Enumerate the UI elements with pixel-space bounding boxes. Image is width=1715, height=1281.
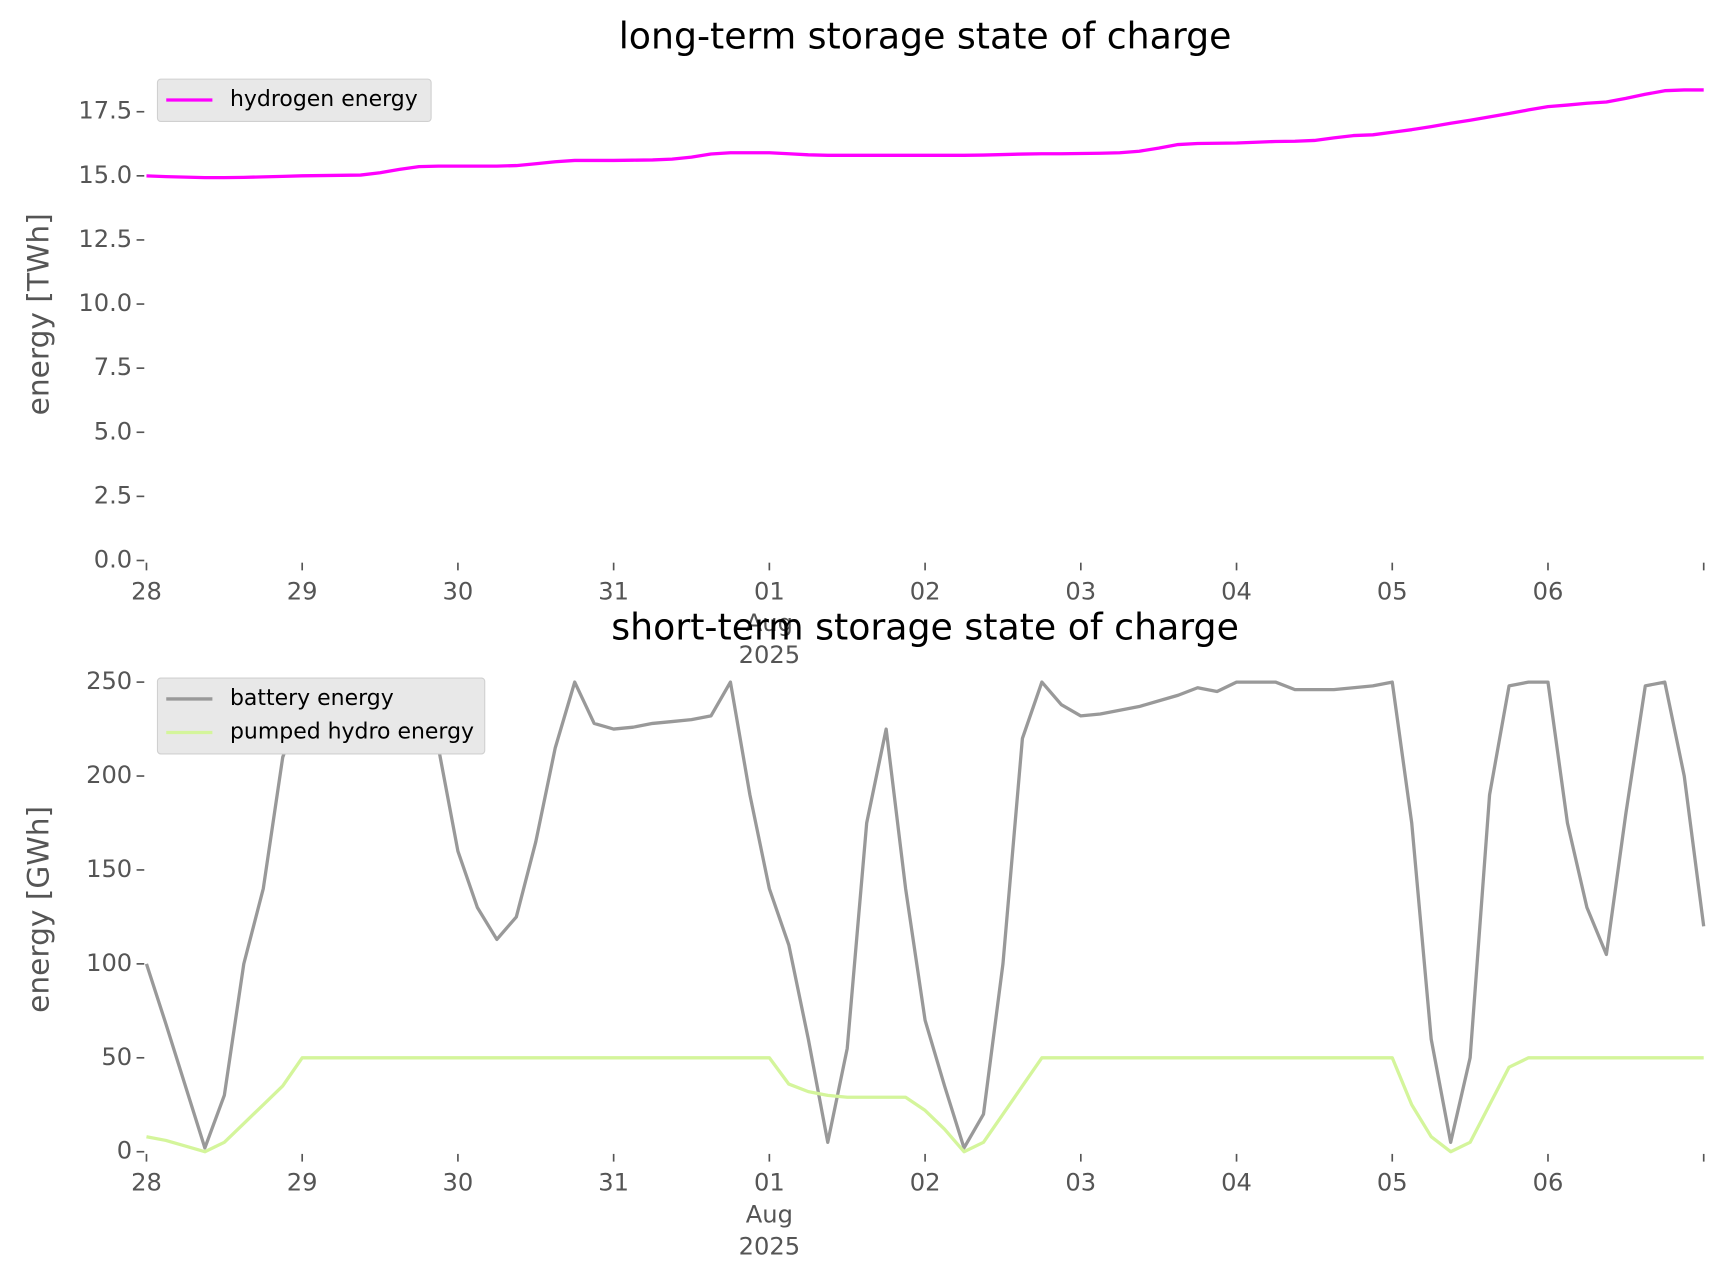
- series-line: [146, 1056, 1704, 1154]
- chart-title: short-term storage state of charge: [611, 606, 1239, 649]
- x-tick-label: 05: [1377, 1169, 1408, 1197]
- y-tick-label: 10.0: [78, 289, 132, 317]
- x-tick-label: 02: [910, 577, 941, 605]
- y-tick-label: 5.0: [94, 417, 132, 445]
- legend-label: pumped hydro energy: [230, 719, 474, 744]
- x-tick-label: 03: [1065, 1169, 1096, 1197]
- x-tick-label: 30: [443, 577, 474, 605]
- x-tick-label: 06: [1533, 577, 1564, 605]
- legend-label: battery energy: [230, 686, 394, 711]
- y-tick-label: 0.0: [94, 545, 132, 573]
- x-tick-label: 29: [287, 1169, 318, 1197]
- legend-box: [156, 677, 486, 755]
- y-axis-label: energy [TWh]: [20, 213, 55, 415]
- legend-box: [156, 78, 432, 122]
- series-line: [146, 88, 1704, 180]
- x-tick-label: 30: [443, 1169, 474, 1197]
- y-axis-label: energy [GWh]: [20, 806, 55, 1013]
- x-tick-label: 31: [598, 1169, 629, 1197]
- y-tick-label: 100: [86, 949, 132, 977]
- x-tick-label: 01 Aug 2025: [739, 577, 800, 669]
- x-tick-label: 04: [1221, 1169, 1252, 1197]
- x-tick-label: 01 Aug 2025: [739, 1169, 800, 1261]
- y-tick-label: 250: [86, 667, 132, 695]
- chart-title: long-term storage state of charge: [619, 14, 1232, 57]
- x-tick-label: 05: [1377, 577, 1408, 605]
- y-tick-label: 12.5: [78, 225, 132, 253]
- y-tick-label: 2.5: [94, 481, 132, 509]
- x-tick-label: 04: [1221, 577, 1252, 605]
- y-tick-label: 17.5: [78, 97, 132, 125]
- x-tick-label: 29: [287, 577, 318, 605]
- x-tick-label: 06: [1533, 1169, 1564, 1197]
- y-tick-label: 50: [101, 1043, 132, 1071]
- legend-label: hydrogen energy: [230, 87, 418, 112]
- y-tick-label: 15.0: [78, 161, 132, 189]
- x-tick-label: 03: [1065, 577, 1096, 605]
- x-tick-label: 28: [131, 1169, 162, 1197]
- x-tick-label: 02: [910, 1169, 941, 1197]
- y-tick-label: 200: [86, 761, 132, 789]
- x-tick-label: 28: [131, 577, 162, 605]
- y-tick-label: 150: [86, 855, 132, 883]
- y-tick-label: 7.5: [94, 353, 132, 381]
- x-tick-label: 31: [598, 577, 629, 605]
- y-tick-label: 0: [117, 1137, 132, 1165]
